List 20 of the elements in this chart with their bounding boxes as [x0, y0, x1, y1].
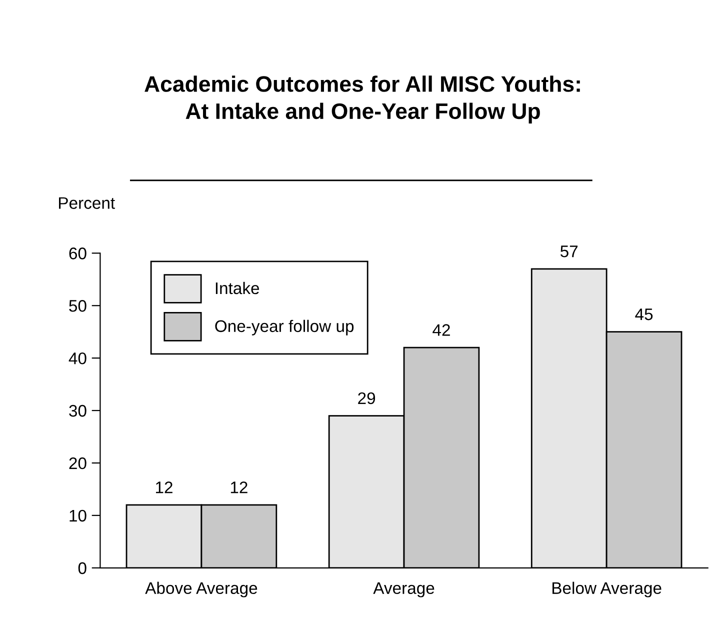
x-tick-label: Average: [373, 582, 434, 598]
y-tick-label: 50: [69, 300, 86, 312]
data-label: 29: [358, 392, 376, 404]
y-tick-label: 20: [69, 457, 86, 470]
data-label: 12: [156, 482, 172, 494]
data-label: 57: [560, 246, 578, 258]
y-axis-title: Percent: [59, 197, 115, 209]
y-tick-label: 40: [68, 352, 86, 364]
x-tick-label: Above Average: [145, 582, 258, 598]
data-label: 45: [635, 308, 653, 320]
chart-title: Academic Outcomes for All MISC Youths: At Intake and One-Year Follow Up: [144, 76, 580, 124]
y-tick-label: 60: [69, 248, 86, 260]
y-tick-label: 30: [69, 404, 86, 417]
x-tick-label: Below Average: [552, 582, 662, 598]
y-tick-label: 10: [70, 510, 86, 522]
y-tick-label: 0: [78, 562, 86, 574]
data-label: 12: [230, 482, 248, 494]
legend-label: Intake: [216, 282, 260, 294]
data-label: 42: [432, 324, 450, 336]
legend-label: One-year follow up: [215, 320, 354, 336]
